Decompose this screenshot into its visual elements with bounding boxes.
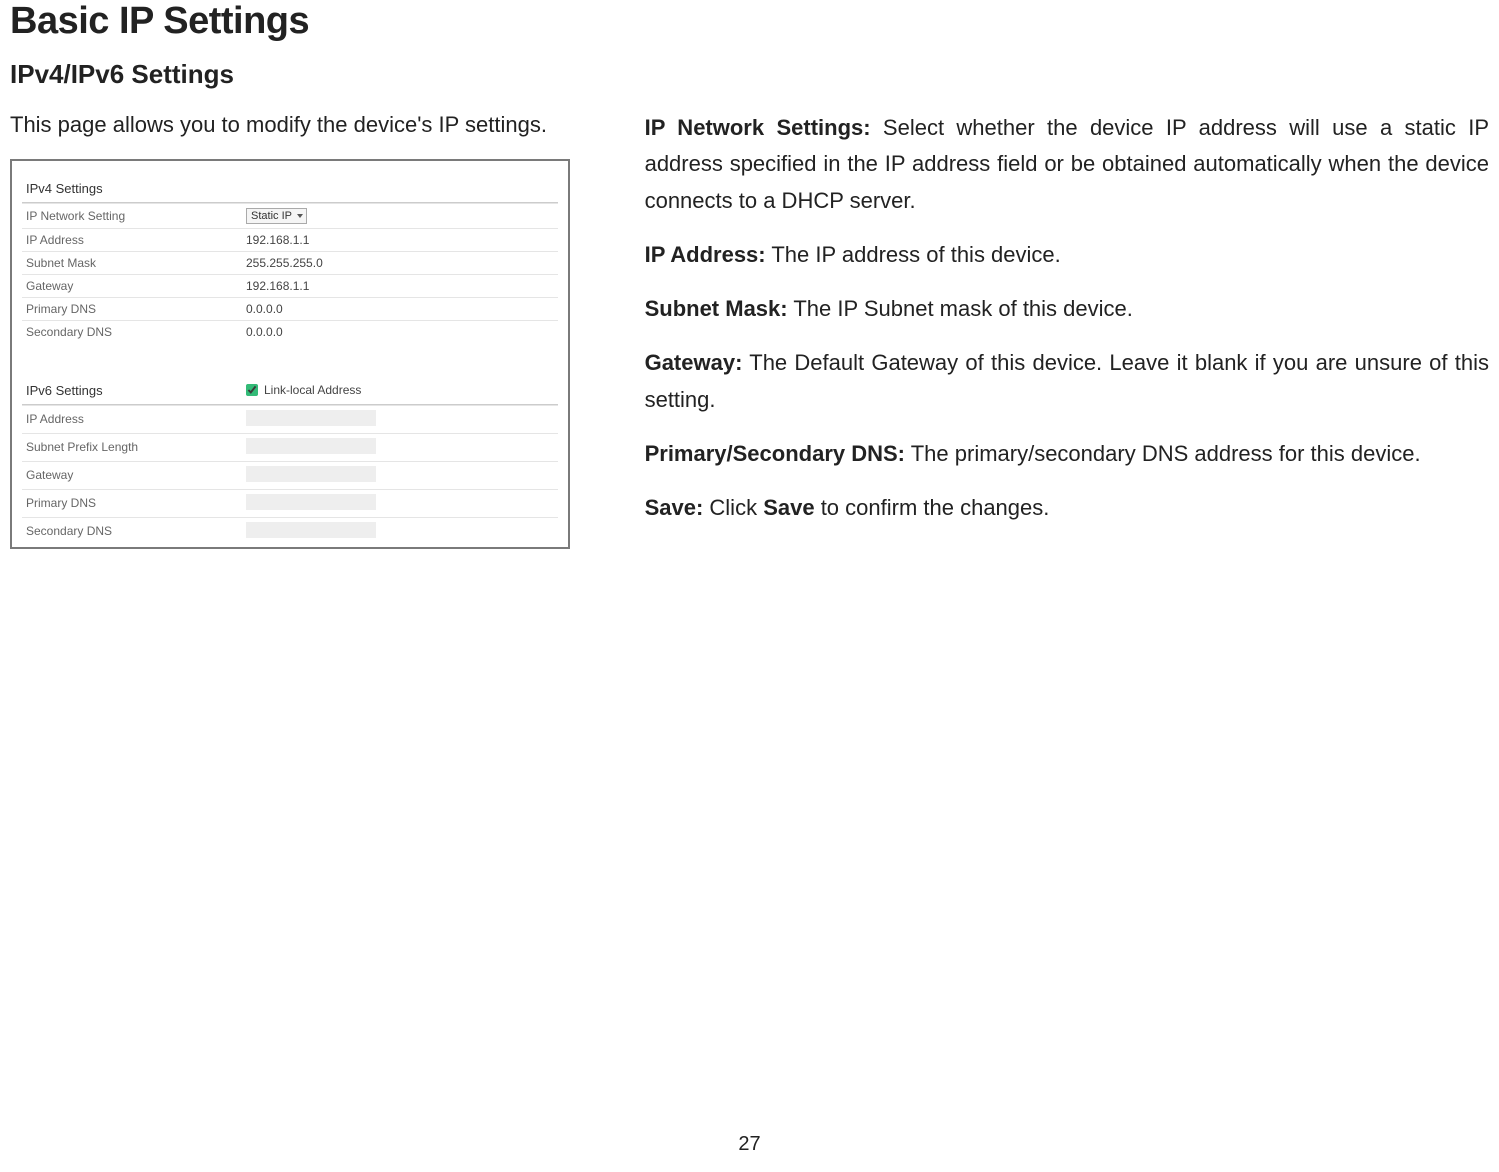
row-label: Subnet Prefix Length bbox=[22, 433, 242, 461]
table-row: Gateway bbox=[22, 461, 558, 489]
desc-dns: Primary/Secondary DNS: The primary/secon… bbox=[645, 436, 1489, 472]
row-label: IP Address bbox=[22, 405, 242, 433]
desc-save: Save: Click Save to confirm the changes. bbox=[645, 490, 1489, 526]
table-row: Subnet Prefix Length bbox=[22, 433, 558, 461]
disabled-input bbox=[246, 438, 376, 454]
ipv6-table: IP Address Subnet Prefix Length Gateway … bbox=[22, 405, 558, 545]
disabled-input bbox=[246, 410, 376, 426]
row-label: Secondary DNS bbox=[22, 517, 242, 545]
desc-ip-network: IP Network Settings: Select whether the … bbox=[645, 110, 1489, 219]
row-value: 192.168.1.1 bbox=[242, 228, 558, 251]
ip-network-select[interactable]: Static IP bbox=[246, 208, 307, 224]
ipv4-header: IPv4 Settings bbox=[22, 175, 558, 203]
desc-subnet: Subnet Mask: The IP Subnet mask of this … bbox=[645, 291, 1489, 327]
row-label: Primary DNS bbox=[22, 297, 242, 320]
row-label: IP Network Setting bbox=[22, 203, 242, 228]
intro-text: This page allows you to modify the devic… bbox=[10, 110, 575, 141]
link-local-label: Link-local Address bbox=[264, 383, 361, 397]
row-value: 0.0.0.0 bbox=[242, 297, 558, 320]
descriptions: IP Network Settings: Select whether the … bbox=[645, 110, 1489, 549]
row-label: Secondary DNS bbox=[22, 320, 242, 343]
table-row: IP Address 192.168.1.1 bbox=[22, 228, 558, 251]
row-value: 192.168.1.1 bbox=[242, 274, 558, 297]
table-row: Secondary DNS bbox=[22, 517, 558, 545]
disabled-input bbox=[246, 522, 376, 538]
table-row: IP Network Setting Static IP bbox=[22, 203, 558, 228]
table-row: Subnet Mask 255.255.255.0 bbox=[22, 251, 558, 274]
row-label: Subnet Mask bbox=[22, 251, 242, 274]
table-row: IP Address bbox=[22, 405, 558, 433]
page-subtitle: IPv4/IPv6 Settings bbox=[10, 59, 1489, 90]
desc-ip-address: IP Address: The IP address of this devic… bbox=[645, 237, 1489, 273]
ipv6-header-row: IPv6 Settings Link-local Address bbox=[22, 377, 558, 405]
table-row: Gateway 192.168.1.1 bbox=[22, 274, 558, 297]
settings-screenshot: IPv4 Settings IP Network Setting Static … bbox=[10, 159, 570, 549]
table-row: Primary DNS 0.0.0.0 bbox=[22, 297, 558, 320]
page-number: 27 bbox=[0, 1133, 1499, 1156]
ipv6-header: IPv6 Settings bbox=[26, 383, 246, 398]
ipv4-table: IP Network Setting Static IP IP Address … bbox=[22, 203, 558, 343]
disabled-input bbox=[246, 466, 376, 482]
desc-gateway: Gateway: The Default Gateway of this dev… bbox=[645, 345, 1489, 418]
row-value: 0.0.0.0 bbox=[242, 320, 558, 343]
row-label: IP Address bbox=[22, 228, 242, 251]
row-value: 255.255.255.0 bbox=[242, 251, 558, 274]
row-label: Primary DNS bbox=[22, 489, 242, 517]
disabled-input bbox=[246, 494, 376, 510]
table-row: Primary DNS bbox=[22, 489, 558, 517]
table-row: Secondary DNS 0.0.0.0 bbox=[22, 320, 558, 343]
page-title: Basic IP Settings bbox=[10, 0, 1489, 43]
row-label: Gateway bbox=[22, 461, 242, 489]
link-local-checkbox[interactable] bbox=[246, 384, 258, 396]
row-label: Gateway bbox=[22, 274, 242, 297]
